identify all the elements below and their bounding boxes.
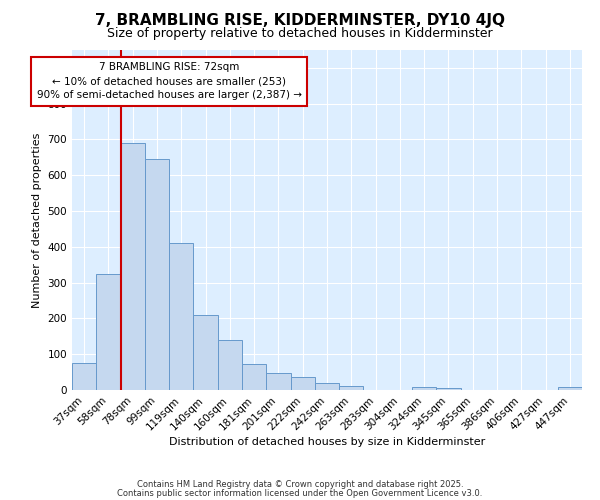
Text: Size of property relative to detached houses in Kidderminster: Size of property relative to detached ho… — [107, 28, 493, 40]
Bar — [290, 378, 315, 390]
Text: 7 BRAMBLING RISE: 72sqm
← 10% of detached houses are smaller (253)
90% of semi-d: 7 BRAMBLING RISE: 72sqm ← 10% of detache… — [37, 62, 302, 100]
Bar — [145, 159, 169, 390]
Bar — [193, 315, 218, 390]
Bar — [339, 386, 364, 390]
Bar — [315, 383, 339, 390]
Bar — [558, 387, 582, 390]
Bar — [169, 244, 193, 390]
Bar — [218, 340, 242, 390]
Bar — [412, 387, 436, 390]
Y-axis label: Number of detached properties: Number of detached properties — [32, 132, 42, 308]
Bar — [96, 274, 121, 390]
Bar — [121, 143, 145, 390]
Text: 7, BRAMBLING RISE, KIDDERMINSTER, DY10 4JQ: 7, BRAMBLING RISE, KIDDERMINSTER, DY10 4… — [95, 12, 505, 28]
Bar — [436, 388, 461, 390]
Text: Contains HM Land Registry data © Crown copyright and database right 2025.: Contains HM Land Registry data © Crown c… — [137, 480, 463, 489]
Bar — [242, 364, 266, 390]
X-axis label: Distribution of detached houses by size in Kidderminster: Distribution of detached houses by size … — [169, 438, 485, 448]
Bar — [266, 373, 290, 390]
Bar — [72, 363, 96, 390]
Text: Contains public sector information licensed under the Open Government Licence v3: Contains public sector information licen… — [118, 488, 482, 498]
